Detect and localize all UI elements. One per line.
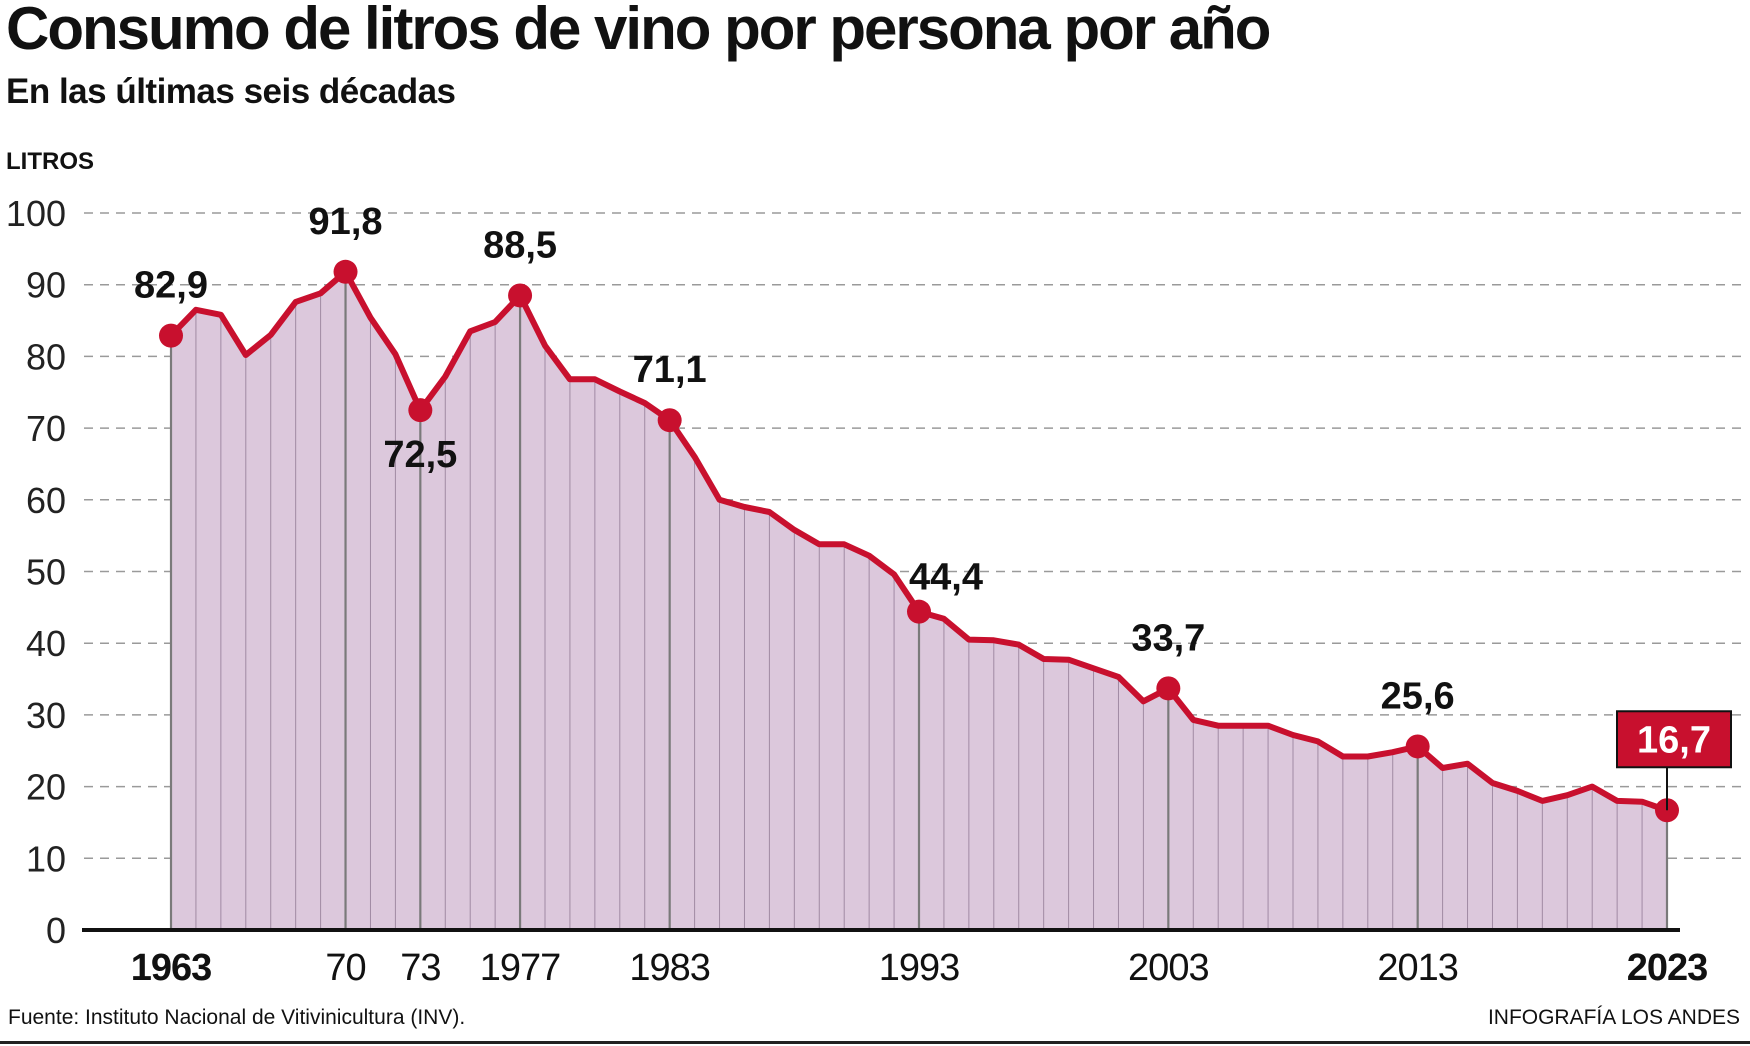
data-label-1973: 72,5 (383, 434, 457, 476)
point-marker-2003 (1156, 676, 1181, 701)
data-label-2023: 16,7 (1637, 719, 1711, 761)
x-tick-label-1977: 1977 (480, 947, 561, 989)
chart-subtitle: En las últimas seis décadas (6, 72, 456, 111)
y-tick-label: 50 (26, 552, 66, 593)
x-tick-label-1983: 1983 (629, 947, 710, 989)
y-tick-label: 30 (26, 695, 66, 736)
point-marker-1970 (333, 259, 358, 284)
y-tick-label: 10 (26, 838, 66, 879)
y-tick-label: 80 (26, 336, 66, 377)
x-tick-label-2023: 2023 (1627, 947, 1708, 989)
data-label-1993: 44,4 (909, 557, 983, 599)
point-marker-1993 (907, 599, 931, 624)
bottom-rule (0, 1041, 1750, 1044)
y-tick-label: 60 (26, 480, 66, 521)
y-tick-label: 100 (6, 193, 66, 234)
year-drop-lines (169, 271, 1669, 930)
x-tick-label-1993: 1993 (879, 947, 960, 989)
x-axis-ticks: 1963 70 73 1977 1983 1993 2003 2013 2023 (131, 947, 1709, 989)
x-tick-label-1970: 70 (325, 947, 365, 989)
y-tick-label: 40 (26, 623, 66, 664)
data-label-2003: 33,7 (1131, 617, 1205, 659)
point-marker-1973 (408, 398, 433, 423)
credit-note: INFOGRAFÍA LOS ANDES (1487, 1006, 1740, 1029)
x-tick-label-1973: 73 (400, 947, 440, 989)
point-marker-1963 (159, 323, 183, 348)
x-tick-label-2003: 2003 (1128, 947, 1209, 989)
data-label-2013: 25,6 (1381, 675, 1455, 717)
highlighted-points (159, 259, 1679, 823)
point-marker-1977 (508, 283, 533, 308)
value-badge-2023 (1616, 710, 1732, 769)
x-tick-label-1963: 1963 (131, 947, 212, 989)
y-tick-label: 20 (26, 767, 66, 808)
point-marker-2013 (1405, 734, 1430, 759)
y-tick-label: 90 (26, 265, 66, 306)
source-note: Fuente: Instituto Nacional de Vitivinicu… (8, 1006, 466, 1029)
data-label-1963: 82,9 (134, 265, 208, 307)
data-label-1977: 88,5 (483, 224, 557, 266)
y-tick-label: 0 (46, 910, 66, 951)
chart-title: Consumo de litros de vino por persona po… (6, 0, 1271, 62)
y-tick-label: 70 (26, 408, 66, 449)
x-tick-label-2013: 2013 (1377, 947, 1458, 989)
point-marker-1983 (657, 408, 682, 433)
data-label-1970: 91,8 (309, 201, 383, 243)
y-axis-unit-label: LITROS (6, 148, 94, 175)
data-labels: 82,9 91,8 72,5 88,5 71,1 44,4 33,7 25,6 16,7 (134, 201, 1732, 811)
y-axis-ticks: 0 10 20 30 40 50 60 70 80 90 100 (6, 193, 66, 951)
data-label-1983: 71,1 (633, 349, 707, 391)
